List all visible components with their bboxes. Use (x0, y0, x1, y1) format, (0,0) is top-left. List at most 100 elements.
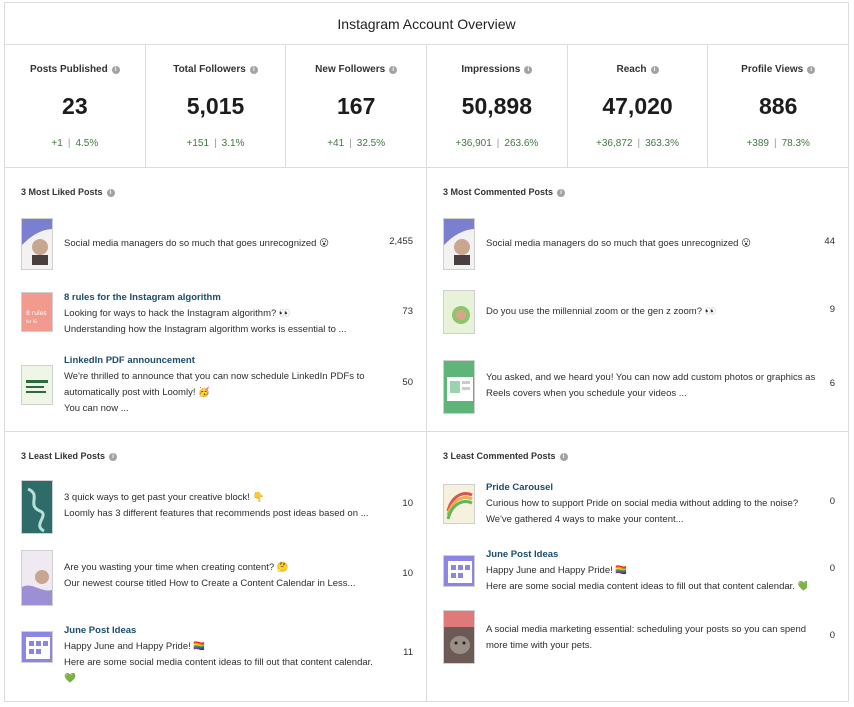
post-text-line: 3 quick ways to get past your creative b… (64, 492, 265, 503)
post-count: 44 (824, 236, 835, 247)
separator: | (637, 138, 641, 149)
post-item[interactable]: June Post Ideas Happy June and Happy Pri… (21, 623, 413, 685)
stat-pct: 4.5% (75, 138, 99, 149)
info-icon[interactable]: i (389, 66, 398, 74)
post-thumbnail[interactable] (21, 550, 53, 606)
post-item[interactable]: Social media managers do so much that go… (21, 218, 413, 272)
stat-value: 5,015 (186, 93, 245, 119)
post-count: 6 (829, 378, 835, 389)
info-icon[interactable]: i (249, 66, 258, 74)
stat-delta: +1 (51, 138, 63, 149)
page-title: Instagram Account Overview (337, 15, 516, 32)
post-thumbnail[interactable] (21, 631, 53, 663)
stat-profile-views: Profile Views i 886 +389 | 78.3% (708, 45, 848, 167)
stat-label: Posts Published (29, 64, 108, 75)
info-icon[interactable]: i (807, 66, 816, 74)
post-text-line: Understanding how the Instagram algorith… (64, 324, 347, 335)
panel-least-liked: 3 Least Liked Posts i 3 quick ways to get… (5, 432, 426, 701)
post-text-line: Looking for ways to hack the Instagram a… (64, 308, 291, 319)
post-title[interactable]: LinkedIn PDF announcement (64, 355, 195, 366)
svg-text:8 rules: 8 rules (26, 310, 46, 317)
post-text-line: Here are some social media content ideas… (64, 657, 373, 668)
post-item[interactable]: Social media managers do so much that go… (443, 218, 835, 272)
post-title[interactable]: Pride Carousel (486, 482, 554, 493)
post-item[interactable]: A social media marketing essential: sche… (443, 610, 835, 666)
stat-pct: 78.3% (781, 138, 810, 149)
post-count: 10 (402, 498, 413, 509)
post-thumbnail[interactable] (443, 360, 475, 414)
page-header: Instagram Account Overview (5, 3, 848, 45)
stat-label: New Followers (315, 64, 386, 75)
post-thumbnail[interactable] (443, 218, 475, 270)
post-text-line: Happy June and Happy Pride! 🏳️‍🌈 (64, 641, 206, 652)
post-thumbnail[interactable] (21, 365, 53, 405)
post-count: 0 (829, 496, 835, 507)
stat-value: 23 (62, 93, 88, 119)
info-icon[interactable]: i (106, 189, 115, 197)
post-text-line: more time with your pets. (486, 640, 593, 651)
post-text-line: Here are some social media content ideas… (486, 581, 807, 592)
stat-value: 886 (759, 93, 798, 119)
svg-text:for IG: for IG (26, 319, 37, 324)
post-text-line: You can now ... (64, 403, 129, 414)
stat-delta: +36,872 (596, 138, 633, 149)
stat-total-followers: Total Followers i 5,015 +151 | 3.1% (146, 45, 287, 167)
stat-label: Impressions (461, 64, 521, 75)
post-title[interactable]: 8 rules for the Instagram algorithm (64, 292, 221, 303)
post-thumbnail[interactable] (21, 480, 53, 534)
post-text-line: Our newest course titled How to Create a… (64, 578, 356, 589)
post-title[interactable]: June Post Ideas (64, 625, 137, 636)
panel-title: 3 Least Liked Posts (21, 451, 106, 461)
stat-delta: +41 (327, 138, 345, 149)
stat-reach: Reach i 47,020 +36,872 | 363.3% (568, 45, 709, 167)
info-icon[interactable]: i (650, 66, 659, 74)
stat-pct: 363.3% (645, 138, 679, 149)
info-icon[interactable]: i (557, 189, 566, 197)
post-text-line: automatically post with Loomly! 🥳 (64, 387, 210, 398)
info-icon[interactable]: i (524, 66, 533, 74)
stat-impressions: Impressions i 50,898 +36,901 | 263.6% (427, 45, 568, 167)
stat-pct: 263.6% (504, 138, 539, 149)
separator: | (349, 138, 352, 149)
info-icon[interactable]: i (109, 453, 118, 461)
post-text-line: Curious how to support Pride on social m… (486, 498, 799, 509)
post-thumbnail[interactable] (443, 555, 475, 587)
post-text-line: You asked, and we heard you! You can now… (486, 372, 816, 383)
post-thumbnail[interactable] (21, 218, 53, 270)
stat-pct: 32.5% (356, 138, 386, 149)
post-count: 0 (829, 630, 835, 641)
post-count: 0 (829, 563, 835, 574)
stat-delta: +389 (746, 138, 769, 149)
info-icon[interactable]: i (111, 66, 120, 74)
dashboard-frame: Instagram Account Overview Posts Publish… (4, 2, 849, 702)
post-thumbnail[interactable]: 8 rules for IG (21, 292, 53, 332)
post-thumbnail[interactable] (443, 610, 475, 664)
post-text-line: Social media managers do so much that go… (486, 238, 751, 249)
stat-value: 50,898 (461, 93, 533, 119)
post-item[interactable]: 8 rules for IG 8 rules for the Instagram … (21, 290, 413, 342)
post-title[interactable]: June Post Ideas (486, 549, 559, 560)
post-thumbnail[interactable] (443, 290, 475, 334)
stat-delta: +151 (186, 138, 210, 149)
post-item[interactable]: Do you use the millennial zoom or the ge… (443, 290, 835, 342)
panel-least-commented: 3 Least Commented Posts i Pride Carousel … (427, 432, 848, 701)
post-thumbnail[interactable] (443, 484, 475, 524)
posts-grid: 3 Most Liked Posts i Social media manager… (5, 168, 848, 701)
stat-label: Profile Views (741, 64, 804, 75)
post-text-line: We're thrilled to announce that you can … (64, 371, 365, 382)
stat-pct: 3.1% (221, 138, 245, 149)
separator: | (496, 138, 500, 149)
post-item[interactable]: You asked, and we heard you! You can now… (443, 360, 835, 416)
info-icon[interactable]: i (559, 453, 568, 461)
stat-label: Reach (616, 64, 647, 75)
post-count: 11 (403, 647, 413, 658)
post-item[interactable]: June Post Ideas Happy June and Happy Pri… (443, 547, 835, 599)
post-text-line: 💚 (64, 673, 76, 684)
post-item[interactable]: LinkedIn PDF announcement We're thrilled… (21, 353, 413, 417)
post-item[interactable]: Pride Carousel Curious how to support Pr… (443, 480, 835, 532)
post-item[interactable]: 3 quick ways to get past your creative b… (21, 480, 413, 536)
stat-delta: +36,901 (455, 138, 492, 149)
post-count: 10 (402, 568, 413, 579)
separator: | (214, 138, 217, 149)
post-item[interactable]: Are you wasting your time when creating … (21, 550, 413, 608)
